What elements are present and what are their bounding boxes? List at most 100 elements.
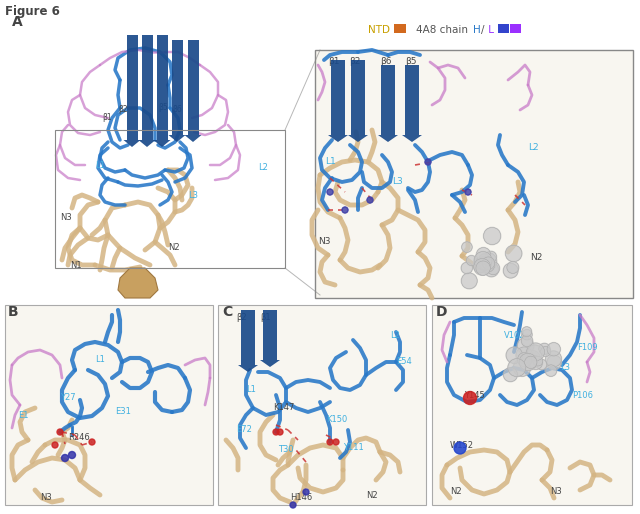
Circle shape (367, 197, 373, 203)
Circle shape (545, 365, 557, 376)
Polygon shape (154, 140, 170, 147)
Text: N2: N2 (530, 253, 542, 263)
Circle shape (478, 256, 492, 270)
Text: L2: L2 (528, 143, 539, 153)
Circle shape (461, 273, 477, 289)
Text: L2: L2 (390, 331, 400, 340)
Circle shape (482, 257, 495, 269)
Text: N2: N2 (450, 487, 461, 497)
Circle shape (506, 347, 522, 363)
Circle shape (61, 454, 68, 462)
Circle shape (487, 262, 500, 274)
Circle shape (327, 189, 333, 195)
Bar (394, 24, 406, 33)
Polygon shape (118, 268, 158, 298)
Circle shape (506, 245, 522, 262)
Circle shape (479, 254, 490, 264)
Circle shape (527, 345, 543, 360)
Text: Y27: Y27 (60, 394, 76, 402)
Circle shape (273, 429, 279, 435)
Circle shape (522, 350, 541, 369)
Text: T30: T30 (278, 446, 294, 454)
Text: N3: N3 (318, 237, 330, 247)
Circle shape (518, 353, 532, 367)
Text: β2: β2 (349, 58, 360, 66)
Text: Figure 6: Figure 6 (5, 6, 60, 19)
Text: R246: R246 (68, 433, 90, 443)
Circle shape (479, 252, 497, 270)
Circle shape (533, 356, 543, 366)
Bar (432, 305, 632, 505)
Bar (218, 305, 426, 505)
Bar (510, 24, 521, 33)
Circle shape (536, 359, 547, 370)
Circle shape (473, 258, 488, 273)
Polygon shape (260, 360, 280, 367)
Circle shape (527, 343, 545, 361)
Bar (127, 35, 138, 140)
Text: L2: L2 (258, 163, 268, 173)
Circle shape (507, 262, 519, 273)
Circle shape (522, 335, 533, 346)
Polygon shape (184, 135, 202, 142)
Text: H: H (473, 25, 481, 35)
Text: NTD: NTD (368, 25, 390, 35)
Circle shape (327, 439, 333, 445)
Text: L: L (485, 25, 494, 35)
Circle shape (525, 356, 537, 369)
Text: P106: P106 (572, 391, 593, 399)
Circle shape (290, 502, 296, 508)
Text: C: C (222, 305, 232, 319)
Circle shape (517, 338, 534, 354)
Bar (172, 40, 182, 135)
Text: L1: L1 (95, 160, 105, 170)
Text: N1: N1 (70, 261, 82, 269)
Circle shape (476, 247, 490, 262)
Polygon shape (328, 135, 348, 142)
Circle shape (57, 429, 63, 435)
Bar (241, 310, 255, 365)
Circle shape (545, 351, 561, 367)
Text: E31: E31 (115, 408, 131, 416)
Circle shape (333, 439, 339, 445)
Circle shape (463, 392, 477, 405)
Text: β5: β5 (405, 58, 417, 66)
Text: L3: L3 (188, 191, 198, 199)
Polygon shape (168, 135, 186, 142)
Polygon shape (124, 140, 141, 147)
Circle shape (522, 329, 532, 340)
Polygon shape (138, 140, 156, 147)
Text: β1: β1 (260, 314, 271, 322)
Text: N2: N2 (366, 490, 378, 500)
Text: /: / (481, 25, 484, 35)
Circle shape (303, 489, 309, 495)
Text: E1: E1 (18, 411, 29, 419)
Circle shape (513, 359, 531, 376)
Text: β6: β6 (380, 58, 392, 66)
Polygon shape (378, 135, 398, 142)
Circle shape (539, 343, 550, 355)
Text: 4A8 chain: 4A8 chain (416, 25, 471, 35)
Text: Y145: Y145 (464, 391, 484, 399)
Circle shape (484, 263, 499, 277)
Text: β6: β6 (172, 105, 182, 115)
Bar (498, 24, 509, 33)
Circle shape (516, 347, 532, 363)
Circle shape (519, 353, 537, 371)
Text: A: A (12, 15, 23, 29)
Circle shape (52, 442, 58, 448)
Bar (331, 60, 345, 135)
Text: L3: L3 (392, 177, 403, 187)
Text: Y111: Y111 (343, 444, 364, 452)
Circle shape (68, 451, 76, 458)
Circle shape (522, 327, 532, 337)
Circle shape (483, 227, 500, 245)
Text: B: B (8, 305, 19, 319)
Bar (351, 60, 365, 135)
Text: E54: E54 (396, 358, 412, 366)
Circle shape (467, 255, 477, 266)
Circle shape (474, 251, 492, 269)
Text: K147: K147 (273, 403, 294, 413)
Text: V102: V102 (504, 331, 525, 340)
Bar (315, 50, 633, 298)
